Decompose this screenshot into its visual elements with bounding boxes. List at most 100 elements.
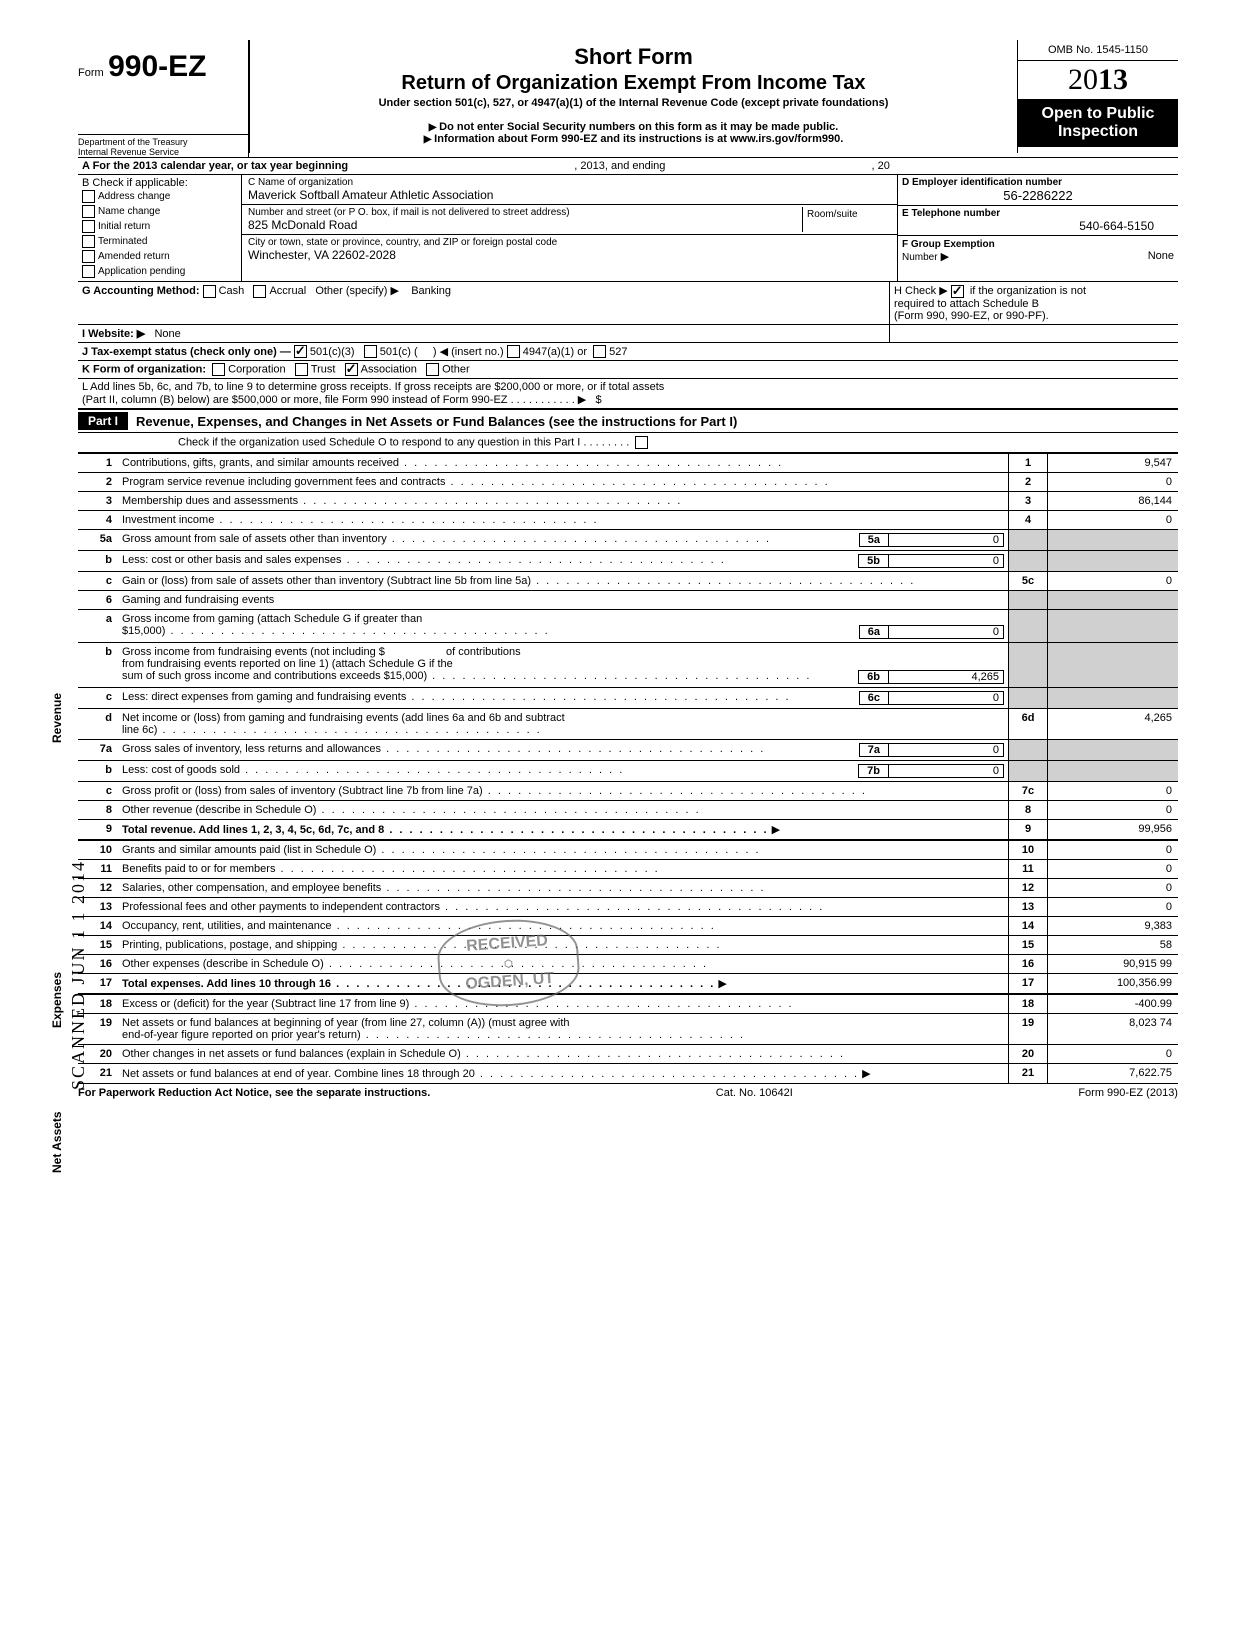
check-schedule-o[interactable]: [635, 436, 648, 449]
line-15: 15Printing, publications, postage, and s…: [78, 936, 1178, 955]
h-line3: (Form 990, 990-EZ, or 990-PF).: [894, 310, 1049, 322]
check-trust[interactable]: [295, 363, 308, 376]
footer-right: Form 990-EZ (2013): [1078, 1087, 1178, 1099]
year-outline: 20: [1068, 63, 1098, 96]
title-box: Short Form Return of Organization Exempt…: [249, 40, 1018, 153]
row-a-end: , 20: [872, 160, 890, 172]
h-line1: H Check ▶: [894, 285, 948, 297]
right-header-box: OMB No. 1545-1150 2013 Open to PublicIns…: [1018, 40, 1178, 147]
check-address-change[interactable]: [82, 190, 95, 203]
row-l: L Add lines 5b, 6c, and 7b, to line 9 to…: [78, 378, 1178, 408]
check-amended[interactable]: [82, 250, 95, 263]
ssn-warning: Do not enter Social Security numbers on …: [258, 121, 1009, 133]
check-527[interactable]: [593, 345, 606, 358]
check-terminated[interactable]: [82, 235, 95, 248]
line-19: 19Net assets or fund balances at beginni…: [78, 1014, 1178, 1045]
right-info-col: D Employer identification number 56-2286…: [897, 175, 1178, 281]
check-4947[interactable]: [507, 345, 520, 358]
check-application-pending[interactable]: [82, 265, 95, 278]
city-label: City or town, state or province, country…: [248, 237, 891, 248]
check-501c[interactable]: [364, 345, 377, 358]
footer-mid: Cat. No. 10642I: [716, 1087, 793, 1099]
part1-title: Revenue, Expenses, and Changes in Net As…: [136, 414, 737, 429]
row-a-mid: , 2013, and ending: [574, 160, 665, 172]
i-value: None: [154, 328, 180, 340]
line-10: 10Grants and similar amounts paid (list …: [78, 840, 1178, 860]
row-a: A For the 2013 calendar year, or tax yea…: [78, 157, 1178, 174]
dept-line2: Internal Revenue Service: [78, 147, 248, 157]
line-20: 20Other changes in net assets or fund ba…: [78, 1045, 1178, 1064]
info-block-row: B Check if applicable: Address change Na…: [78, 174, 1178, 281]
form-number: 990-EZ: [108, 50, 206, 83]
check-corp[interactable]: [212, 363, 225, 376]
f-value: None: [1148, 250, 1174, 262]
c-value: Maverick Softball Amateur Athletic Assoc…: [248, 188, 891, 202]
tax-year: 2013: [1018, 61, 1178, 99]
k-label: K Form of organization:: [82, 364, 206, 376]
addr-value: 825 McDonald Road: [248, 218, 802, 232]
row-b-label: B Check if applicable:: [82, 177, 237, 189]
h-line1b: if the organization is not: [970, 285, 1086, 297]
f-label2: Number: [902, 252, 938, 263]
line-11: 11Benefits paid to or for members110: [78, 860, 1178, 879]
line-6d: dNet income or (loss) from gaming and fu…: [78, 709, 1178, 740]
line-7c: cGross profit or (loss) from sales of in…: [78, 782, 1178, 801]
line-7b: b Less: cost of goods sold 7b0: [78, 761, 1178, 782]
j-label: J Tax-exempt status (check only one) —: [82, 346, 291, 358]
side-revenue: Revenue: [50, 693, 64, 743]
line-5a: 5a Gross amount from sale of assets othe…: [78, 530, 1178, 551]
line-7a: 7a Gross sales of inventory, less return…: [78, 740, 1178, 761]
part1-check-line: Check if the organization used Schedule …: [78, 433, 1178, 453]
lines-wrap: Revenue Expenses Net Assets 1Contributio…: [78, 453, 1178, 1083]
part1-tag: Part I: [78, 412, 128, 430]
line-8: 8Other revenue (describe in Schedule O)8…: [78, 801, 1178, 820]
line-21: 21Net assets or fund balances at end of …: [78, 1064, 1178, 1084]
side-netassets: Net Assets: [50, 1112, 64, 1174]
line-4: 4Investment income40: [78, 511, 1178, 530]
line-12: 12Salaries, other compensation, and empl…: [78, 879, 1178, 898]
line-5b: b Less: cost or other basis and sales ex…: [78, 551, 1178, 572]
check-other-org[interactable]: [426, 363, 439, 376]
check-name-change[interactable]: [82, 205, 95, 218]
d-label: D Employer identification number: [902, 177, 1174, 188]
line-9: 9Total revenue. Add lines 1, 2, 3, 4, 5c…: [78, 820, 1178, 841]
addr-label: Number and street (or P O. box, if mail …: [248, 207, 802, 218]
row-c: C Name of organization Maverick Softball…: [242, 175, 897, 281]
year-bold: 13: [1098, 63, 1128, 96]
line-18: 18Excess or (deficit) for the year (Subt…: [78, 994, 1178, 1014]
check-cash[interactable]: [203, 285, 216, 298]
side-expenses: Expenses: [50, 972, 64, 1028]
footer: For Paperwork Reduction Act Notice, see …: [78, 1083, 1178, 1099]
check-501c3[interactable]: [294, 345, 307, 358]
line-6c: c Less: direct expenses from gaming and …: [78, 688, 1178, 709]
line-6b: b Gross income from fundraising events (…: [78, 643, 1178, 688]
room-label: Room/suite: [807, 209, 887, 220]
line-13: 13Professional fees and other payments t…: [78, 898, 1178, 917]
l-dollar: $: [595, 394, 601, 406]
check-initial-return[interactable]: [82, 220, 95, 233]
l-line1: L Add lines 5b, 6c, and 7b, to line 9 to…: [82, 381, 664, 393]
omb-number: OMB No. 1545-1150: [1018, 40, 1178, 61]
short-form-title: Short Form: [258, 44, 1009, 70]
row-g-h: G Accounting Method: Cash Accrual Other …: [78, 281, 1178, 324]
part1-header: Part I Revenue, Expenses, and Changes in…: [78, 408, 1178, 433]
line-2: 2Program service revenue including gover…: [78, 473, 1178, 492]
g-label: G Accounting Method:: [82, 285, 200, 297]
subtitle: Under section 501(c), 527, or 4947(a)(1)…: [258, 97, 1009, 109]
line-6a: a Gross income from gaming (attach Sched…: [78, 610, 1178, 643]
check-schedule-b[interactable]: [951, 285, 964, 298]
l-line2: (Part II, column (B) below) are $500,000…: [82, 394, 586, 406]
g-other-value: Banking: [411, 285, 451, 297]
page: SCANNED JUN 1 1 2014 Form 990-EZ Departm…: [78, 40, 1178, 1099]
footer-left: For Paperwork Reduction Act Notice, see …: [78, 1087, 430, 1099]
i-label: I Website: ▶: [82, 328, 145, 340]
line-14: 14Occupancy, rent, utilities, and mainte…: [78, 917, 1178, 936]
check-accrual[interactable]: [253, 285, 266, 298]
f-label: F Group Exemption: [902, 239, 995, 250]
dept-line1: Department of the Treasury: [78, 134, 248, 147]
form-id-box: Form 990-EZ Department of the Treasury I…: [78, 40, 249, 157]
check-assoc[interactable]: [345, 363, 358, 376]
row-j: J Tax-exempt status (check only one) — 5…: [78, 342, 1178, 361]
form-prefix: Form: [78, 67, 104, 79]
line-17: 17Total expenses. Add lines 10 through 1…: [78, 974, 1178, 995]
